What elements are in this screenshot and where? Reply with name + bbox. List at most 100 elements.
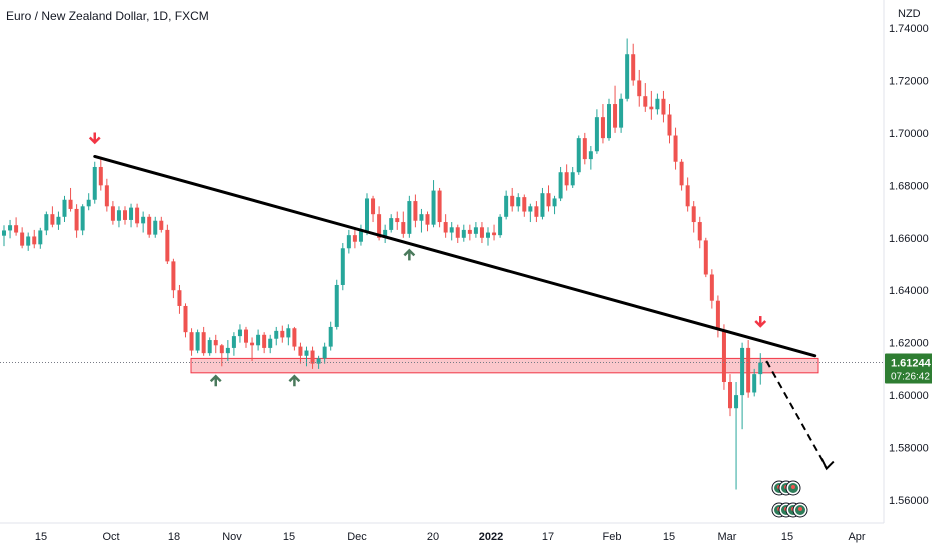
- candle[interactable]: [250, 337, 255, 362]
- candle[interactable]: [310, 346, 315, 369]
- candle[interactable]: [80, 204, 85, 236]
- candle[interactable]: [709, 269, 714, 309]
- plot-area[interactable]: [2, 38, 819, 490]
- candle[interactable]: [110, 201, 115, 225]
- candle[interactable]: [691, 201, 696, 233]
- candle[interactable]: [20, 227, 25, 249]
- candle[interactable]: [582, 132, 587, 165]
- price-axis[interactable]: 1.74000 1.72000 1.70000 1.68000 1.66000 1.640…: [883, 0, 932, 523]
- candle[interactable]: [425, 211, 430, 232]
- candle[interactable]: [455, 224, 460, 244]
- candle[interactable]: [8, 219, 13, 239]
- candle[interactable]: [419, 208, 424, 233]
- candle[interactable]: [280, 325, 285, 343]
- candle[interactable]: [86, 193, 91, 211]
- candle[interactable]: [135, 203, 140, 228]
- candle[interactable]: [38, 227, 43, 249]
- candle[interactable]: [365, 193, 369, 236]
- candle[interactable]: [697, 216, 702, 249]
- candle[interactable]: [449, 222, 454, 241]
- candle[interactable]: [219, 343, 224, 367]
- candle[interactable]: [165, 224, 170, 264]
- candle[interactable]: [516, 193, 521, 212]
- event-flag-icon[interactable]: [792, 502, 808, 518]
- candle[interactable]: [673, 127, 678, 170]
- candle[interactable]: [322, 342, 327, 364]
- candle[interactable]: [558, 166, 563, 202]
- candle[interactable]: [14, 217, 19, 236]
- trendline[interactable]: [93, 154, 817, 358]
- candle[interactable]: [201, 326, 206, 356]
- candle[interactable]: [407, 195, 412, 238]
- candle[interactable]: [116, 206, 121, 228]
- candle[interactable]: [619, 93, 624, 133]
- candle[interactable]: [92, 161, 97, 204]
- candle[interactable]: [352, 227, 357, 249]
- candle[interactable]: [637, 69, 642, 107]
- candle[interactable]: [292, 326, 297, 351]
- candle[interactable]: [607, 98, 611, 141]
- candle[interactable]: [758, 353, 763, 385]
- candle[interactable]: [594, 109, 599, 154]
- candle[interactable]: [32, 229, 37, 249]
- candle[interactable]: [268, 334, 273, 354]
- candle[interactable]: [661, 90, 666, 123]
- candle[interactable]: [183, 303, 188, 338]
- candle[interactable]: [44, 211, 49, 236]
- candle[interactable]: [256, 329, 261, 351]
- candle[interactable]: [655, 93, 660, 115]
- candle[interactable]: [286, 324, 291, 346]
- candle[interactable]: [50, 206, 55, 228]
- candle[interactable]: [546, 185, 551, 212]
- candle[interactable]: [504, 190, 509, 220]
- candle[interactable]: [159, 216, 164, 233]
- candle[interactable]: [437, 187, 442, 228]
- candle[interactable]: [98, 156, 103, 191]
- candle[interactable]: [189, 328, 194, 356]
- candle[interactable]: [2, 225, 6, 247]
- candle[interactable]: [244, 326, 248, 348]
- candle[interactable]: [346, 229, 351, 254]
- candle[interactable]: [62, 195, 67, 223]
- candle[interactable]: [715, 295, 720, 338]
- projection-line[interactable]: [765, 360, 828, 470]
- candle[interactable]: [473, 222, 478, 238]
- candle[interactable]: [752, 368, 757, 397]
- candle[interactable]: [389, 214, 394, 233]
- event-badges-icon[interactable]: [771, 480, 808, 518]
- candle[interactable]: [486, 227, 490, 246]
- candle[interactable]: [534, 201, 539, 223]
- candle[interactable]: [328, 321, 333, 351]
- candle[interactable]: [734, 382, 739, 490]
- candle[interactable]: [631, 43, 636, 86]
- candle[interactable]: [153, 216, 158, 238]
- candle[interactable]: [649, 90, 654, 120]
- candle[interactable]: [479, 222, 484, 244]
- candle[interactable]: [552, 195, 557, 215]
- candle[interactable]: [588, 146, 593, 170]
- candle[interactable]: [667, 104, 672, 144]
- candle[interactable]: [237, 324, 242, 343]
- time-axis[interactable]: 15 Oct 18 Nov 15 Dec 20 2022 17 Feb 15 Mar 15 Apr: [0, 522, 884, 543]
- candle[interactable]: [56, 211, 61, 230]
- candle[interactable]: [26, 232, 31, 251]
- candle[interactable]: [728, 374, 732, 417]
- candle[interactable]: [685, 177, 690, 212]
- candle[interactable]: [68, 187, 73, 212]
- candle[interactable]: [74, 204, 79, 238]
- candle[interactable]: [123, 206, 127, 225]
- candle[interactable]: [195, 329, 200, 354]
- candle[interactable]: [522, 194, 527, 217]
- candle[interactable]: [129, 203, 134, 228]
- candle[interactable]: [141, 211, 146, 233]
- candle[interactable]: [262, 332, 267, 354]
- candle[interactable]: [383, 224, 388, 244]
- candle[interactable]: [467, 224, 472, 241]
- candle[interactable]: [401, 211, 406, 238]
- candle[interactable]: [207, 337, 212, 356]
- candle[interactable]: [104, 178, 109, 212]
- candle[interactable]: [340, 243, 345, 291]
- candle[interactable]: [443, 214, 448, 238]
- candle[interactable]: [625, 38, 630, 102]
- candle[interactable]: [613, 85, 618, 133]
